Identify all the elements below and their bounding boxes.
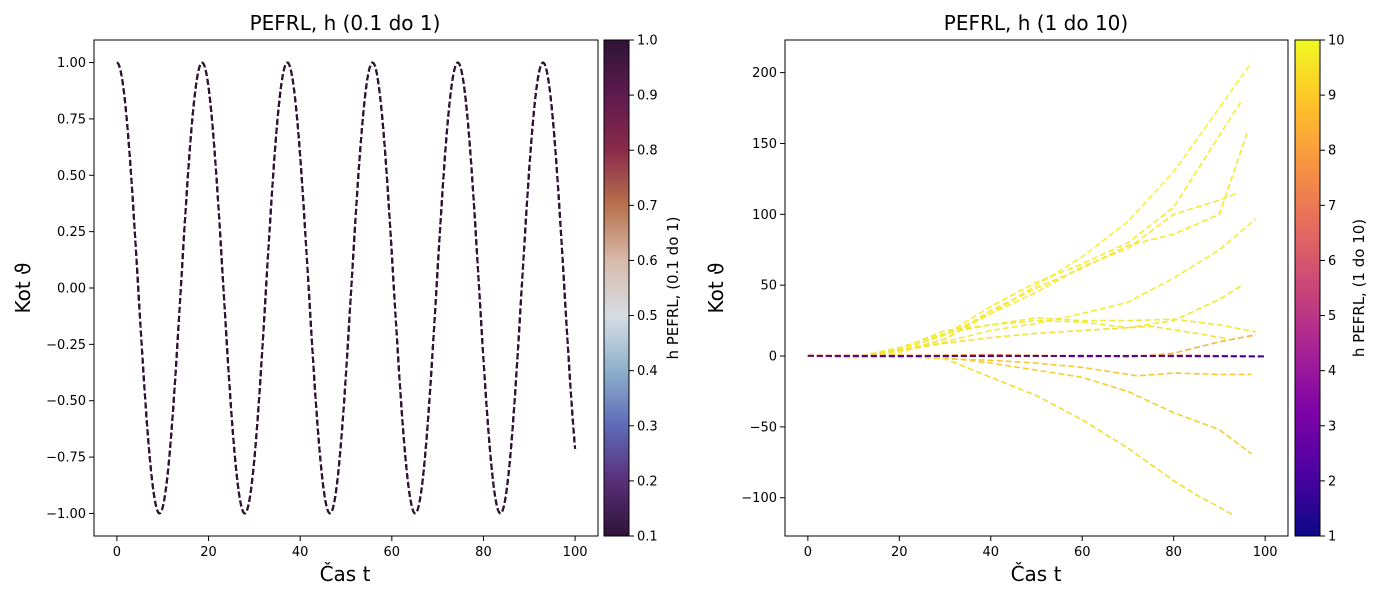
colorbar-tick-label: 0.3 xyxy=(637,419,658,434)
x-tick-label: 0 xyxy=(113,545,121,560)
colorbar-tick-label: 0.4 xyxy=(637,364,658,379)
series-line-6 xyxy=(807,316,1257,359)
left-chart: PEFRL, h (0.1 do 1) 0 20 40 60 80 100 −1.00 −0… xyxy=(11,11,682,586)
colorbar-tick-label: 7 xyxy=(1328,199,1336,214)
colorbar-tick-label: 2 xyxy=(1328,474,1336,489)
x-tick-label: 60 xyxy=(1074,545,1091,560)
left-chart-title: PEFRL, h (0.1 do 1) xyxy=(250,11,441,35)
colorbar-tick-label: 0.8 xyxy=(637,144,658,159)
y-tick-label: 0.75 xyxy=(57,112,86,127)
x-tick-label: 40 xyxy=(292,545,309,560)
series-line-h-0.8 xyxy=(116,61,577,515)
y-tick-label: 1.00 xyxy=(57,56,86,71)
series-line-3 xyxy=(807,192,1238,359)
right-colorbar xyxy=(1294,39,1321,537)
y-tick-label: 200 xyxy=(752,66,777,81)
colorbar-tick-label: 0.9 xyxy=(637,89,658,104)
colorbar-tick-label: 6 xyxy=(1328,254,1336,269)
y-tick-label: 0.00 xyxy=(57,282,86,297)
colorbar-tick-label: 0.2 xyxy=(637,474,658,489)
y-tick-label: 150 xyxy=(752,137,777,152)
series-line-8 xyxy=(807,355,1252,377)
y-tick-label: 50 xyxy=(760,279,777,294)
colorbar-tick-label: 10 xyxy=(1328,34,1345,49)
colorbar-tick-label: 0.1 xyxy=(637,530,658,545)
y-tick-label: −1.00 xyxy=(46,507,86,522)
series-line-9 xyxy=(807,353,1252,455)
right-x-ticks: 0 20 40 60 80 100 xyxy=(804,536,1278,560)
colorbar-tick-label: 1 xyxy=(1328,530,1336,545)
y-tick-label: 0 xyxy=(769,350,777,365)
series-line-h-0.6 xyxy=(116,61,577,515)
right-chart-title: PEFRL, h (1 do 10) xyxy=(944,11,1128,35)
right-colorbar-label: h PEFRL, (1 do 10) xyxy=(1350,219,1368,357)
x-tick-label: 100 xyxy=(563,545,588,560)
right-y-ticks: −100 −50 0 50 100 150 200 xyxy=(741,66,785,506)
series-line-2 xyxy=(807,133,1248,359)
series-line-16 xyxy=(807,354,1266,358)
x-tick-label: 80 xyxy=(475,545,492,560)
x-tick-label: 40 xyxy=(982,545,999,560)
series-line-7 xyxy=(807,325,1229,359)
right-series-lines xyxy=(807,62,1266,516)
left-x-ticks: 0 20 40 60 80 100 xyxy=(113,536,588,560)
series-line-4 xyxy=(807,217,1257,359)
y-tick-label: 0.50 xyxy=(57,169,86,184)
left-colorbar xyxy=(603,39,630,537)
colorbar-tick-label: 0.6 xyxy=(637,254,658,269)
colorbar-tick-label: 1.0 xyxy=(637,34,658,49)
series-line-h-0.3 xyxy=(116,61,577,515)
x-tick-label: 100 xyxy=(1253,545,1278,560)
y-tick-label: 100 xyxy=(752,208,777,223)
y-tick-label: −0.25 xyxy=(46,338,86,353)
y-tick-label: −50 xyxy=(750,420,777,435)
series-line-0 xyxy=(807,62,1253,359)
right-plot-frame xyxy=(784,39,1289,537)
colorbar-tick-label: 3 xyxy=(1328,419,1336,434)
left-y-axis-label: Kot ϑ xyxy=(11,263,35,314)
y-tick-label: −0.75 xyxy=(46,451,86,466)
x-tick-label: 20 xyxy=(891,545,908,560)
x-tick-label: 20 xyxy=(200,545,217,560)
series-line-h-1 xyxy=(116,61,577,515)
series-line-h-0.1 xyxy=(116,61,577,515)
colorbar-tick-label: 8 xyxy=(1328,144,1336,159)
x-tick-label: 0 xyxy=(804,545,812,560)
series-line-h-0.4 xyxy=(116,61,577,515)
right-colorbar-ticks: 1 2 3 4 5 6 7 8 9 10 xyxy=(1320,34,1345,545)
colorbar-tick-label: 9 xyxy=(1328,89,1336,104)
x-tick-label: 80 xyxy=(1165,545,1182,560)
right-chart: PEFRL, h (1 do 10) 0 20 40 60 80 100 −100−500… xyxy=(704,11,1368,586)
colorbar-tick-label: 0.5 xyxy=(637,309,658,324)
left-colorbar-label: h PEFRL, (0.1 do 1) xyxy=(664,216,682,359)
left-series-lines xyxy=(116,61,577,515)
y-tick-label: −100 xyxy=(741,491,777,506)
right-y-axis-label: Kot ϑ xyxy=(704,263,728,314)
series-line-10 xyxy=(807,353,1234,516)
colorbar-tick-label: 0.7 xyxy=(637,199,658,214)
series-line-5 xyxy=(807,284,1243,359)
left-x-axis-label: Čas t xyxy=(320,562,371,586)
colorbar-tick-label: 4 xyxy=(1328,364,1336,379)
colorbar-tick-label: 5 xyxy=(1328,309,1336,324)
right-x-axis-label: Čas t xyxy=(1011,562,1062,586)
y-tick-label: 0.25 xyxy=(57,225,86,240)
series-line-h-0.7 xyxy=(116,61,577,515)
left-colorbar-ticks: 0.1 0.2 0.3 0.4 0.5 0.6 0.7 0.8 0.9 1.0 xyxy=(629,34,658,545)
y-tick-label: −0.50 xyxy=(46,394,86,409)
series-line-h-0.5 xyxy=(116,61,577,515)
series-line-h-0.2 xyxy=(116,61,577,515)
series-line-h-0.9 xyxy=(116,61,577,515)
x-tick-label: 60 xyxy=(384,545,401,560)
left-y-ticks: −1.00 −0.75 −0.50 −0.25 0.00 0.25 0.50 0.75 1.00 xyxy=(46,56,94,522)
